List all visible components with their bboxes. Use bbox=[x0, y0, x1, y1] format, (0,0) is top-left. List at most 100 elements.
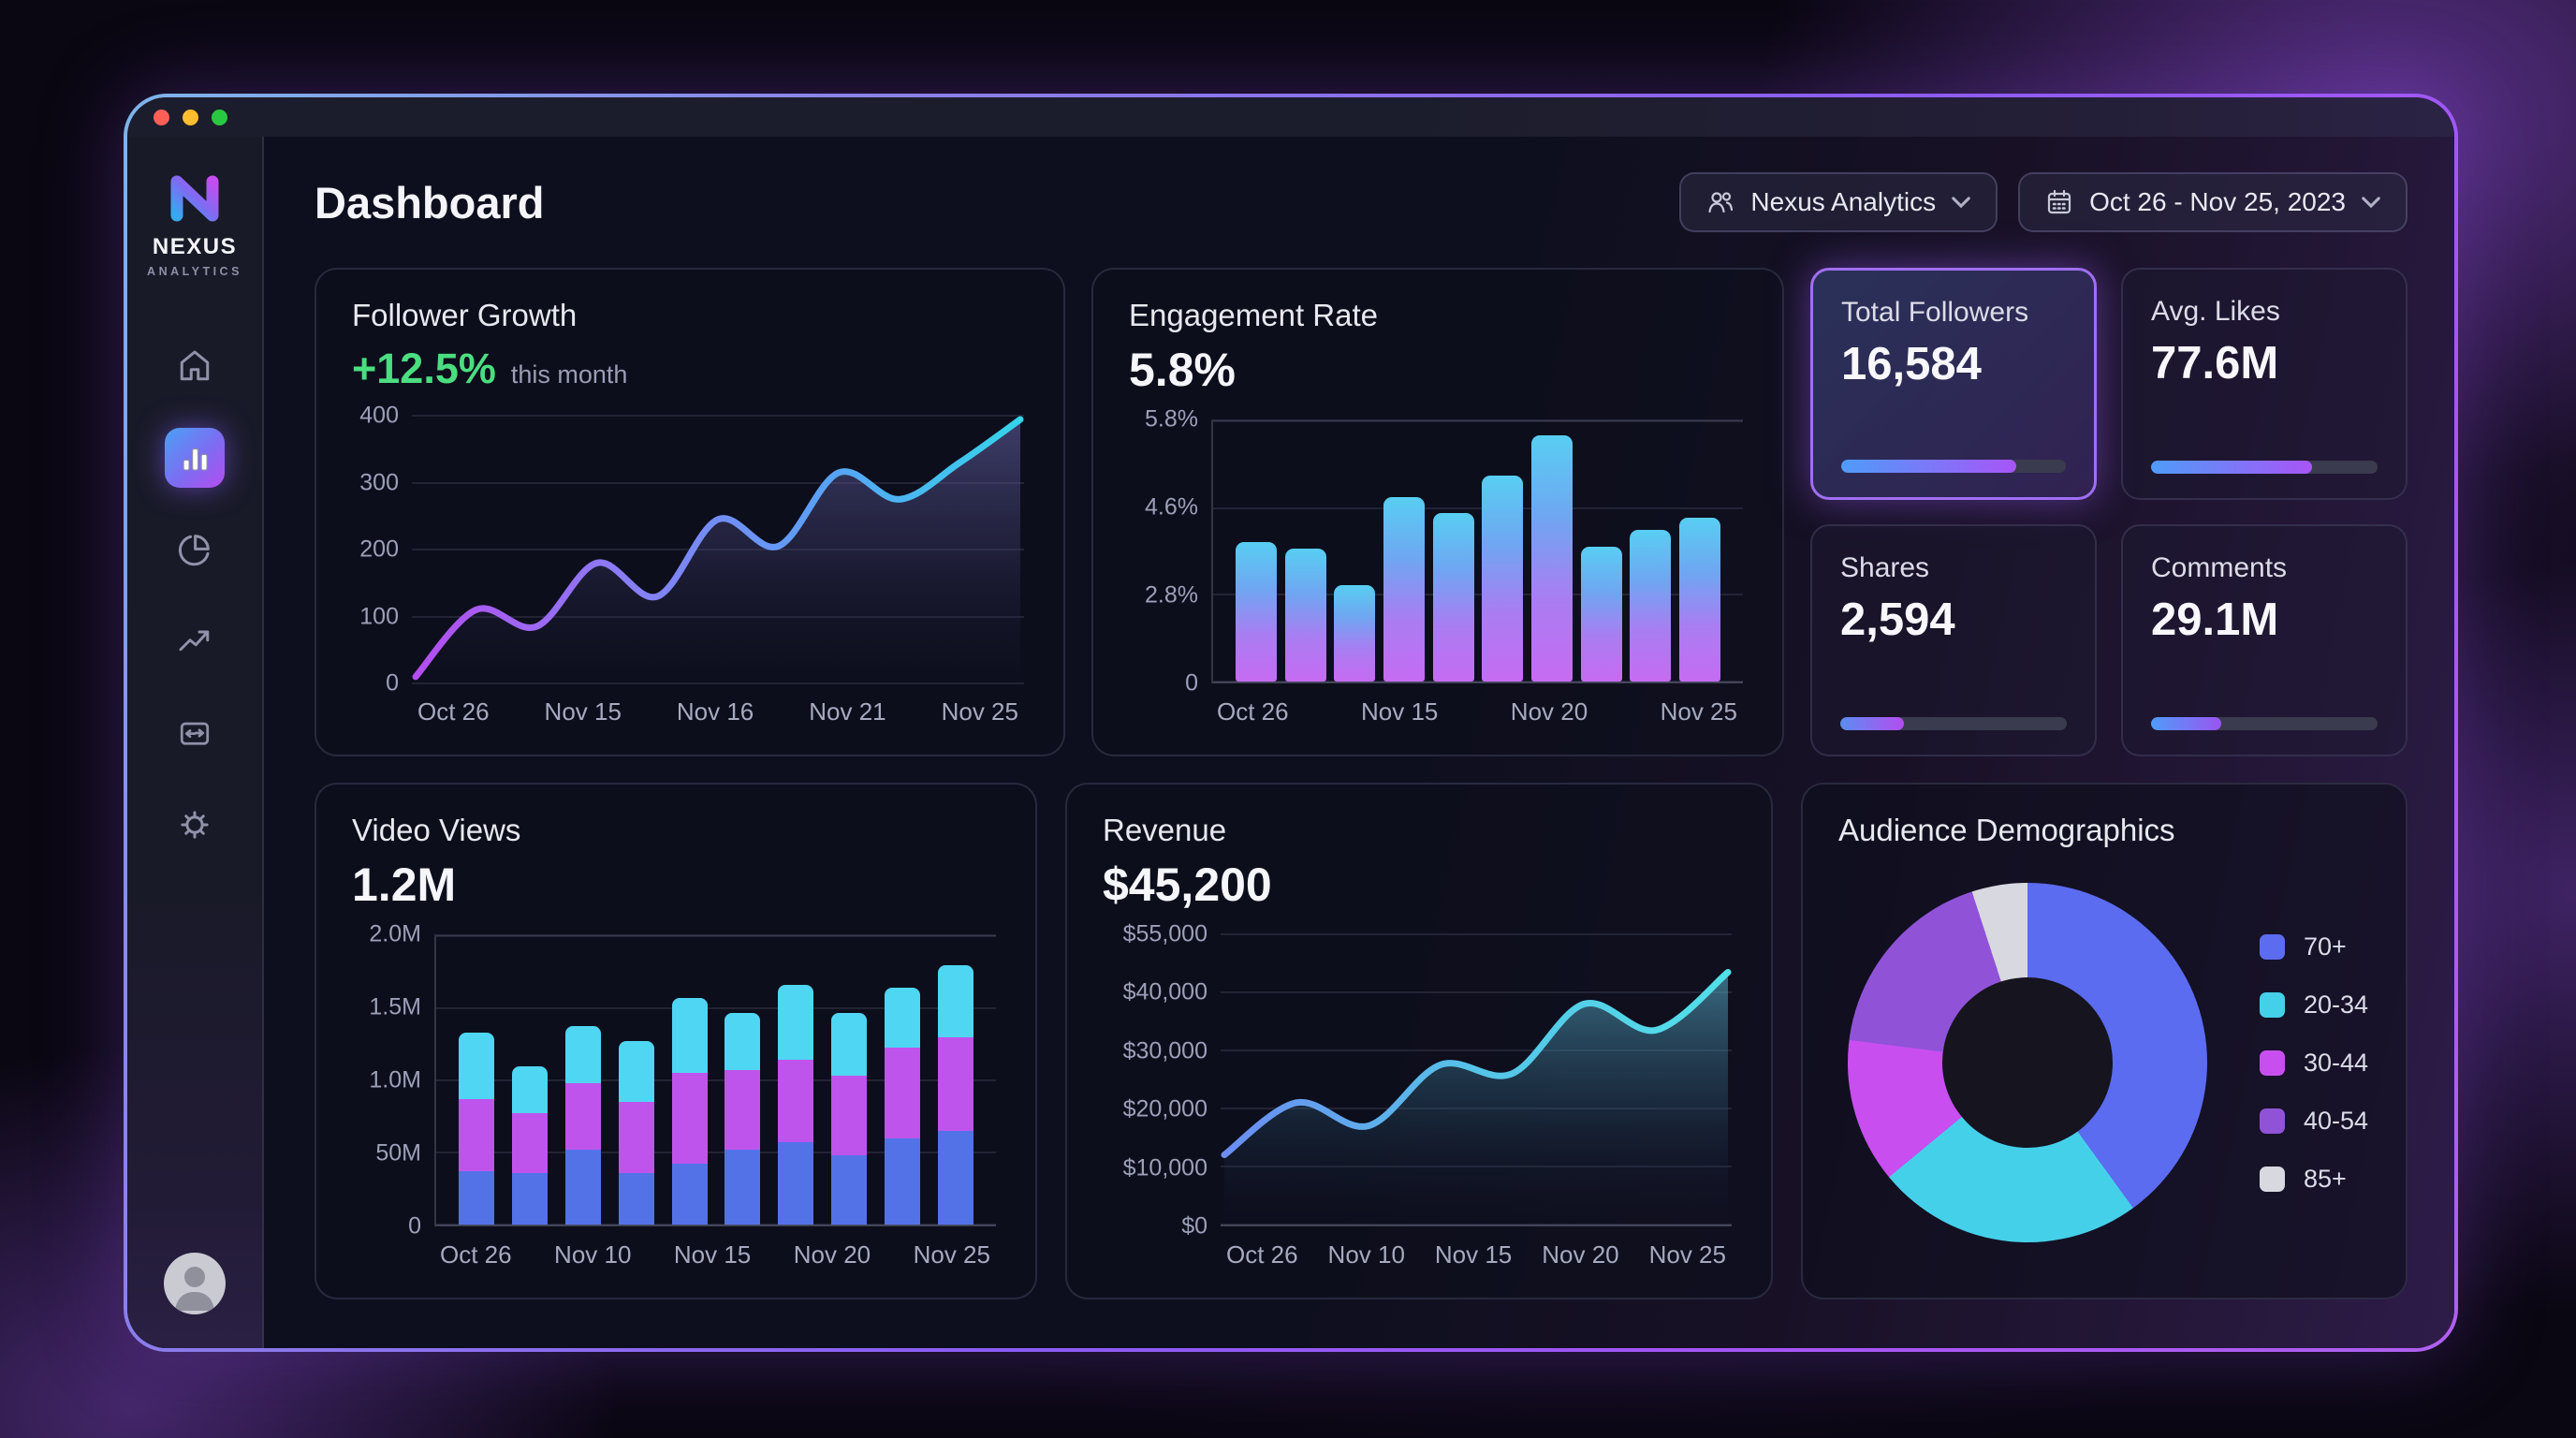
engagement-rate-title: Engagement Rate bbox=[1129, 298, 1379, 332]
legend-label: 85+ bbox=[2304, 1164, 2347, 1193]
user-avatar[interactable] bbox=[164, 1253, 226, 1314]
person-icon bbox=[175, 1267, 214, 1311]
y-axis-label: 0 bbox=[408, 1212, 421, 1240]
stat-value: 16,584 bbox=[1841, 339, 1982, 389]
account-selector[interactable]: Nexus Analytics bbox=[1679, 172, 1998, 232]
sidebar-item-home[interactable] bbox=[165, 336, 225, 396]
video-views-value: 1.2M bbox=[352, 858, 457, 911]
y-axis-label: 4.6% bbox=[1145, 493, 1198, 521]
follower-growth-caption: this month bbox=[510, 360, 628, 389]
y-axis-label: $0 bbox=[1181, 1212, 1208, 1240]
x-axis-label: Nov 25 bbox=[941, 697, 1018, 726]
sidebar-item-settings[interactable] bbox=[165, 795, 225, 855]
minimize-window-button[interactable] bbox=[183, 109, 198, 125]
follower-growth-chart: 400 300 200 100 0 Oct 26 Nov 15 Nov 16 Nov 21 Nov… bbox=[352, 403, 1028, 726]
y-axis-label: 2.0M bbox=[369, 920, 421, 947]
legend-label: 70+ bbox=[2304, 932, 2347, 961]
stat-label: Avg. Likes bbox=[2151, 296, 2280, 327]
legend-label: 40-54 bbox=[2304, 1106, 2369, 1135]
bar-chart-icon bbox=[183, 448, 208, 471]
zoom-window-button[interactable] bbox=[212, 109, 227, 125]
engagement-bar bbox=[1530, 435, 1573, 682]
close-window-button[interactable] bbox=[154, 109, 169, 125]
legend-swatch bbox=[2260, 1166, 2285, 1192]
y-axis-label: $10,000 bbox=[1122, 1154, 1208, 1181]
stat-label: Comments bbox=[2151, 552, 2288, 583]
titlebar bbox=[127, 97, 2454, 137]
engagement-rate-card: Engagement Rate 5.8% 5.8% 4.6% 2.8% 0 Oct 26… bbox=[1091, 268, 1784, 756]
y-axis-label: 1.5M bbox=[369, 993, 421, 1020]
engagement-bar bbox=[1580, 546, 1622, 682]
page-title: Dashboard bbox=[315, 177, 545, 227]
sidebar-item-trends[interactable] bbox=[165, 611, 225, 671]
date-range-selector[interactable]: Oct 26 - Nov 25, 2023 bbox=[2018, 172, 2408, 232]
video-views-bar bbox=[564, 936, 601, 1225]
sidebar-item-reports[interactable] bbox=[165, 520, 225, 580]
stat-value: 2,594 bbox=[1840, 594, 1955, 645]
y-axis-label: 5.8% bbox=[1145, 405, 1198, 433]
app-window: NEXUS ANALYTICS bbox=[124, 94, 2458, 1352]
sidebar-item-transactions[interactable] bbox=[165, 703, 225, 763]
stat-card-shares[interactable]: Shares 2,594 bbox=[1810, 524, 2097, 756]
audience-demographics-card: Audience Demographics 70+ 20-34 30-44 40-54… bbox=[1801, 783, 2408, 1299]
video-views-bar bbox=[937, 936, 973, 1225]
x-axis-label: Nov 10 bbox=[554, 1240, 632, 1269]
video-views-title: Video Views bbox=[352, 813, 521, 847]
users-icon bbox=[1708, 192, 1734, 213]
main-content: Dashboard Nexus Analytics bbox=[264, 137, 2454, 1348]
x-axis-label: Nov 20 bbox=[1542, 1240, 1619, 1269]
legend-swatch bbox=[2260, 1108, 2285, 1134]
engagement-bar bbox=[1383, 497, 1425, 682]
engagement-bar bbox=[1432, 512, 1474, 682]
stat-value: 29.1M bbox=[2151, 594, 2279, 645]
video-views-bar bbox=[778, 936, 814, 1225]
x-axis-label: Nov 15 bbox=[544, 697, 622, 726]
y-axis-label: 0 bbox=[386, 669, 399, 697]
stat-card-comments[interactable]: Comments 29.1M bbox=[2121, 524, 2408, 756]
legend-item-20-34: 20-34 bbox=[2260, 990, 2368, 1020]
stat-card-avg-likes[interactable]: Avg. Likes 77.6M bbox=[2121, 268, 2408, 500]
stat-progress-bar bbox=[1840, 717, 2067, 730]
x-axis-label: Nov 15 bbox=[1434, 1240, 1513, 1269]
engagement-bar bbox=[1482, 475, 1524, 682]
video-views-bar bbox=[724, 936, 761, 1225]
donut-hole bbox=[1942, 977, 2113, 1148]
calendar-icon bbox=[2047, 189, 2071, 214]
x-axis-label: Nov 21 bbox=[809, 697, 886, 726]
video-views-bar bbox=[831, 936, 868, 1225]
x-axis-label: Oct 26 bbox=[1226, 1240, 1298, 1269]
y-axis-label: 100 bbox=[359, 603, 399, 629]
x-axis-label: Nov 25 bbox=[1648, 1240, 1726, 1269]
x-axis-label: Oct 26 bbox=[417, 697, 490, 726]
x-axis-label: Nov 16 bbox=[676, 697, 754, 726]
video-views-bar bbox=[671, 936, 708, 1225]
x-axis-label: Oct 26 bbox=[440, 1240, 512, 1269]
legend-label: 30-44 bbox=[2304, 1048, 2369, 1077]
legend-swatch bbox=[2260, 933, 2285, 960]
stat-progress-bar bbox=[2151, 461, 2378, 474]
stat-progress-bar bbox=[2151, 717, 2378, 730]
y-axis-label: $20,000 bbox=[1122, 1095, 1208, 1123]
legend-swatch bbox=[2260, 1049, 2285, 1076]
engagement-rate-chart: 5.8% 4.6% 2.8% 0 Oct 26 Nov 15 Nov 20 Nov 25 bbox=[1129, 406, 1747, 726]
engagement-bar bbox=[1678, 517, 1720, 682]
stat-card-total-followers[interactable]: Total Followers 16,584 bbox=[1810, 268, 2097, 500]
sidebar-item-analytics[interactable] bbox=[165, 428, 225, 488]
video-views-bar bbox=[618, 936, 654, 1225]
revenue-title: Revenue bbox=[1103, 813, 1227, 847]
y-axis-label: 0 bbox=[1185, 669, 1198, 697]
y-axis-label: 1.0M bbox=[369, 1066, 421, 1093]
sidebar: NEXUS ANALYTICS bbox=[127, 137, 264, 1348]
stats-grid: Total Followers 16,584 Avg. Likes 77.6M Shar… bbox=[1810, 268, 2408, 756]
y-axis-label: 300 bbox=[359, 469, 399, 495]
demographics-donut-chart bbox=[1848, 883, 2207, 1242]
x-axis-label: Nov 15 bbox=[1361, 697, 1439, 726]
account-selector-label: Nexus Analytics bbox=[1750, 187, 1937, 216]
engagement-bar bbox=[1284, 549, 1326, 682]
brand-subtitle: ANALYTICS bbox=[147, 265, 242, 278]
stat-label: Shares bbox=[1840, 552, 1930, 583]
y-axis-label: 200 bbox=[359, 536, 399, 563]
brand-name: NEXUS bbox=[152, 234, 238, 259]
y-axis-label: $30,000 bbox=[1122, 1037, 1208, 1064]
legend-item-40-54: 40-54 bbox=[2260, 1107, 2368, 1136]
